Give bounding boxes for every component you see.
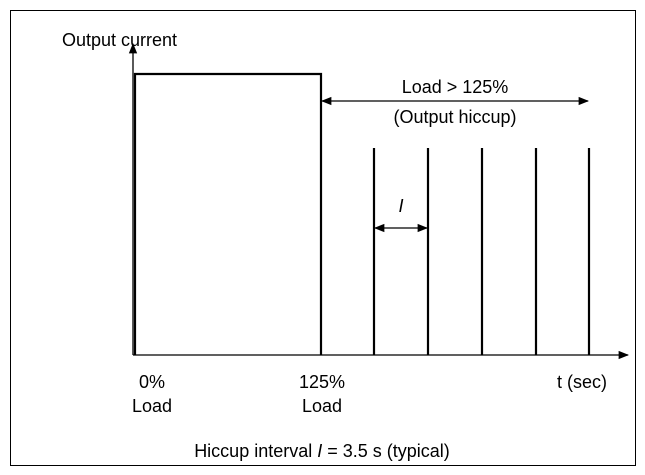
caption: Hiccup interval I = 3.5 s (typical) bbox=[194, 441, 450, 461]
x-axis-label: t (sec) bbox=[557, 372, 607, 392]
x-label: Load bbox=[302, 396, 342, 416]
hiccup-pulses bbox=[372, 148, 591, 355]
caption-text: Hiccup interval bbox=[194, 441, 317, 461]
caption-text: = 3.5 s (typical) bbox=[322, 441, 450, 461]
x-label: 125% bbox=[299, 372, 345, 392]
x-label: 0% bbox=[139, 372, 165, 392]
caption-symbol: I bbox=[317, 441, 322, 461]
interval-symbol: I bbox=[398, 196, 403, 216]
region-label: (Output hiccup) bbox=[393, 107, 516, 127]
region-label: Load > 125% bbox=[402, 77, 509, 97]
x-label: Load bbox=[132, 396, 172, 416]
waveform-step bbox=[133, 72, 323, 355]
y-axis-label: Output current bbox=[62, 30, 177, 50]
frame bbox=[10, 10, 636, 466]
